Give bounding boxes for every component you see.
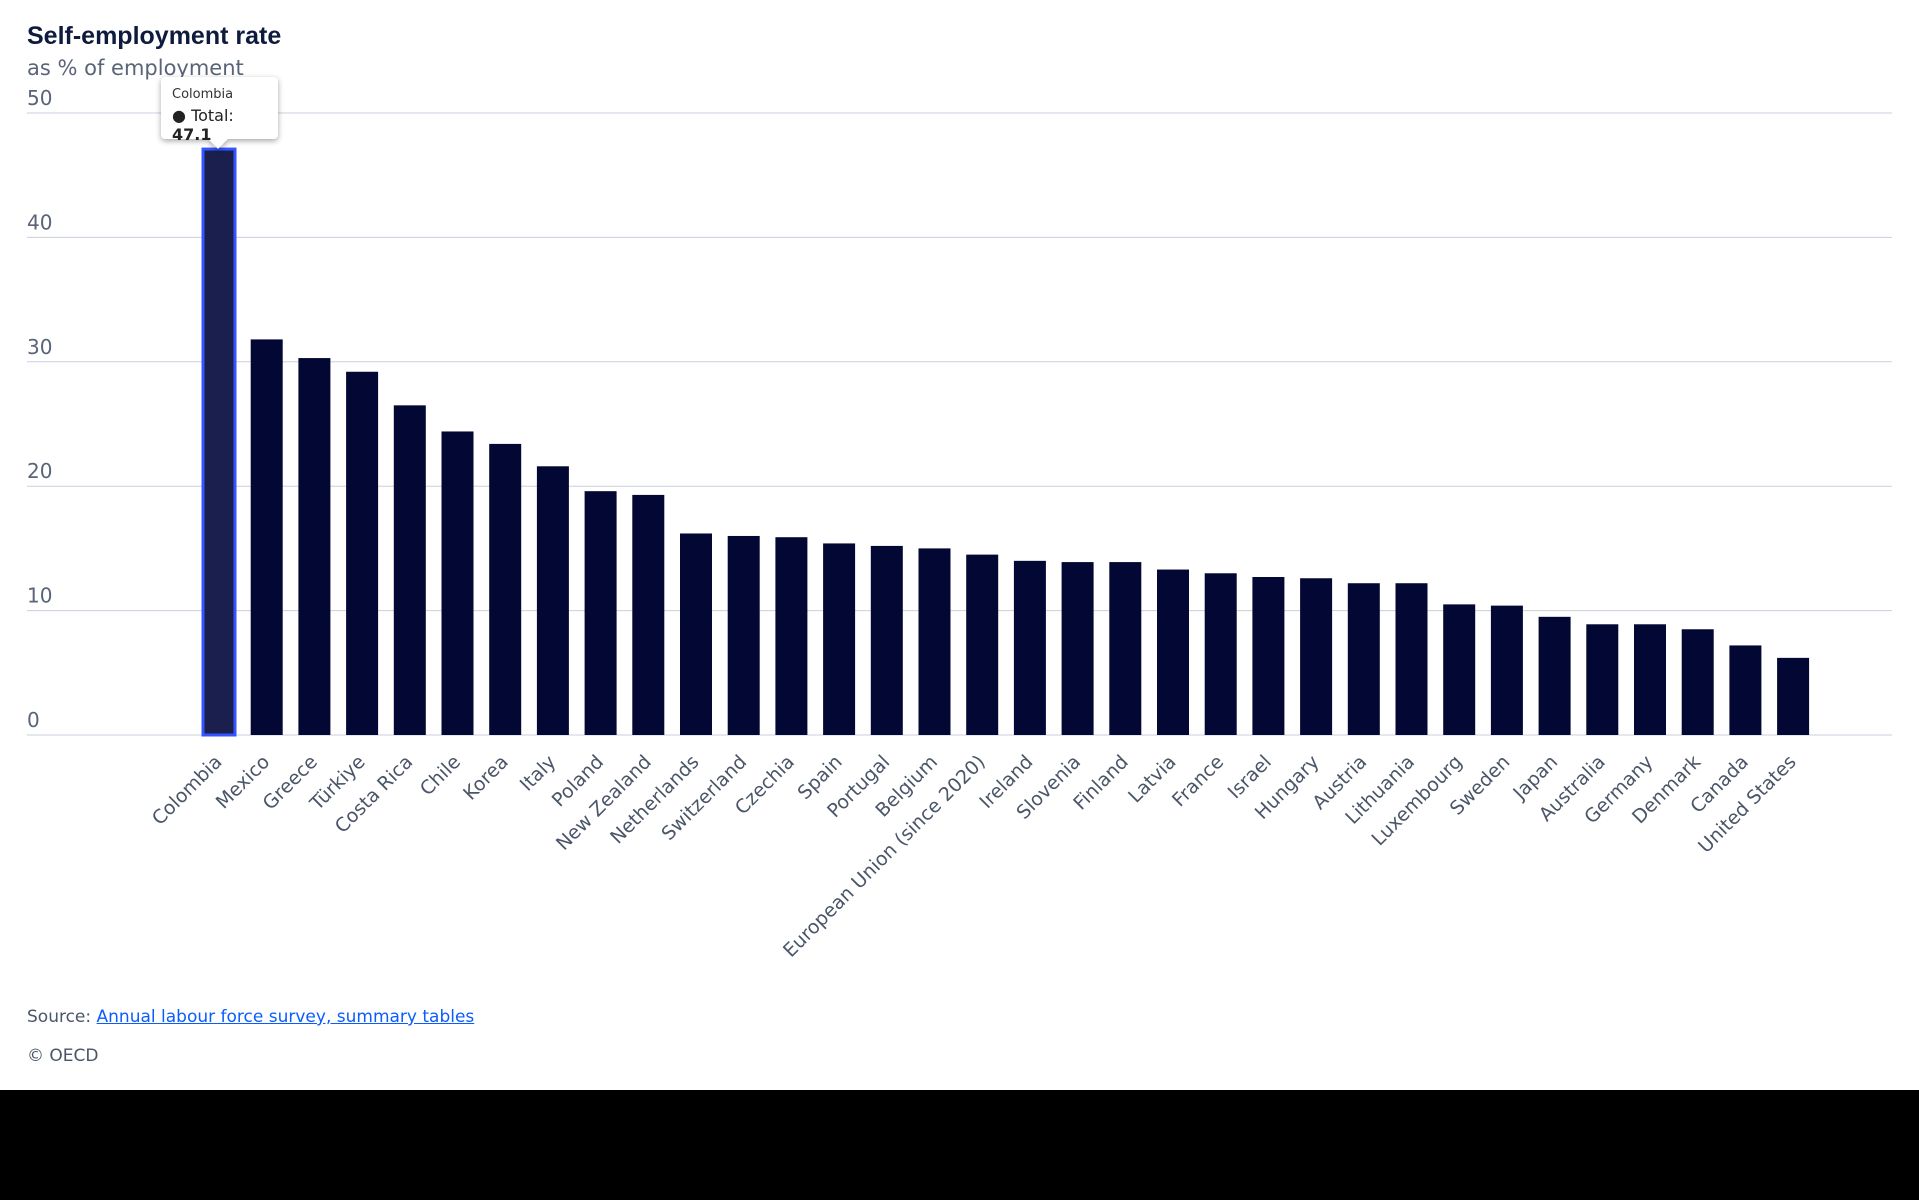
bar: [393, 405, 426, 735]
bar: [966, 554, 999, 735]
bar: [1204, 573, 1237, 735]
bar: [1061, 562, 1094, 735]
x-tick-label: France: [1168, 751, 1228, 811]
bar: [1538, 616, 1571, 735]
bar: [823, 543, 856, 735]
series-dot-icon: ●: [172, 106, 186, 125]
bar: [489, 443, 522, 735]
bar: [346, 371, 379, 735]
bar: [1490, 605, 1523, 735]
y-tick-label: 30: [27, 335, 52, 359]
bar: [536, 466, 569, 735]
bar: [250, 339, 283, 735]
bar: [775, 537, 808, 735]
x-tick-label: Korea: [459, 751, 513, 805]
source-note: Source: Annual labour force survey, summ…: [27, 1007, 474, 1027]
bar: [1443, 604, 1476, 735]
bar: [870, 545, 903, 735]
bar: [1157, 569, 1189, 735]
bar: [1300, 578, 1333, 735]
y-tick-label: 0: [27, 708, 40, 732]
bar: [441, 431, 474, 735]
chart-card: 0 10 20 30 40 50 Colombia Mexico Greece Türkiye Co…: [0, 0, 1919, 1090]
bar: [1729, 645, 1762, 735]
tooltip-label: Total:: [191, 106, 234, 125]
tooltip-value: 47.1: [172, 125, 212, 144]
bar: [1395, 583, 1428, 735]
tooltip-total: ● Total: 47.1: [172, 106, 278, 144]
bar: [201, 147, 237, 737]
bar: [1634, 624, 1666, 735]
bar: [1586, 624, 1619, 735]
bar: [1777, 657, 1810, 735]
bar-chart: 01020304050ColombiaMexicoGreeceTürkiyeCo…: [27, 86, 1892, 962]
bar: [584, 491, 617, 735]
bar: [632, 494, 665, 735]
chart-title: Self-employment rate: [27, 22, 282, 50]
bar: [727, 535, 760, 735]
bar: [1347, 583, 1380, 735]
bar: [918, 548, 951, 735]
y-tick-label: 40: [27, 210, 52, 234]
bar: [680, 533, 712, 735]
x-tick-label: Colombia: [148, 751, 227, 830]
y-tick-label: 10: [27, 584, 52, 608]
tooltip: Colombia ● Total: 47.1: [161, 77, 278, 149]
chart-subtitle: as % of employment: [27, 56, 244, 80]
bar: [1252, 577, 1285, 735]
source-label: Source:: [27, 1007, 92, 1027]
bar: [298, 358, 331, 735]
bar: [1681, 629, 1714, 735]
y-tick-label: 20: [27, 459, 52, 483]
copyright: © OECD: [27, 1046, 99, 1066]
tooltip-country: Colombia: [172, 87, 234, 102]
bar: [1109, 562, 1142, 735]
bar: [1013, 560, 1046, 735]
y-tick-label: 50: [27, 86, 52, 110]
source-link[interactable]: Annual labour force survey, summary tabl…: [96, 1007, 475, 1027]
x-tick-label: Chile: [416, 751, 465, 800]
